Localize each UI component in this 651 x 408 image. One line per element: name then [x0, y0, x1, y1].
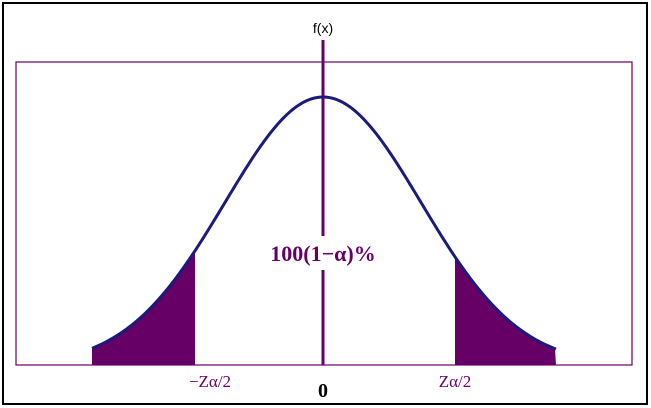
right-critical-value-label: Zα/2 — [439, 372, 472, 391]
y-axis-label: f(x) — [313, 20, 333, 36]
center-label: 100(1−α)% — [270, 241, 375, 266]
normal-curve — [91, 95, 557, 351]
center-label-background — [256, 236, 390, 270]
left-critical-value-label: −Zα/2 — [189, 372, 231, 391]
origin-label: 0 — [318, 380, 328, 402]
